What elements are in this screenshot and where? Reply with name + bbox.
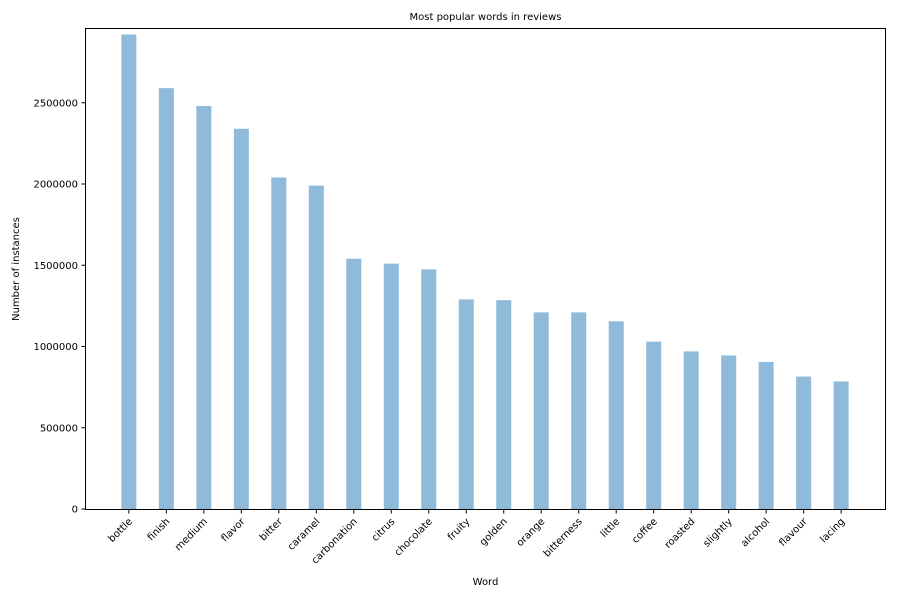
x-tick-label-slightly: slightly bbox=[702, 516, 735, 549]
x-tick-label-golden: golden bbox=[478, 516, 510, 548]
x-tick-label-flavour: flavour bbox=[777, 516, 810, 549]
x-tick-label-bitterness: bitterness bbox=[542, 516, 585, 559]
x-tick-label-finish: finish bbox=[146, 516, 173, 543]
bar-flavor bbox=[233, 128, 249, 509]
bar-citrus bbox=[383, 263, 399, 510]
y-tick-label: 2500000 bbox=[33, 98, 78, 109]
bar-bitter bbox=[271, 177, 287, 509]
y-tick-label: 1000000 bbox=[33, 342, 78, 353]
y-axis-label: Number of instances bbox=[11, 217, 22, 321]
x-tick-label-roasted: roasted bbox=[663, 516, 697, 550]
x-tick-label-lacing: lacing bbox=[818, 516, 847, 545]
y-tick-label: 2000000 bbox=[33, 180, 78, 191]
x-tick-label-caramel: caramel bbox=[286, 516, 322, 552]
x-tick-label-little: little bbox=[599, 516, 623, 540]
x-axis-label: Word bbox=[473, 577, 499, 588]
bar-roasted bbox=[683, 351, 699, 510]
x-tick-label-fruity: fruity bbox=[446, 516, 473, 543]
x-tick-label-chocolate: chocolate bbox=[393, 516, 435, 558]
bar-medium bbox=[196, 106, 212, 509]
bar-carbonation bbox=[346, 258, 362, 509]
bar-golden bbox=[496, 300, 512, 509]
bar-orange bbox=[533, 312, 549, 510]
bar-chocolate bbox=[421, 269, 437, 509]
bar-coffee bbox=[646, 341, 662, 510]
bar-lacing bbox=[833, 381, 849, 509]
x-tick-label-bottle: bottle bbox=[107, 516, 135, 544]
chart-title: Most popular words in reviews bbox=[410, 12, 562, 23]
x-tick-label-flavor: flavor bbox=[219, 516, 248, 545]
x-tick-label-alcohol: alcohol bbox=[739, 516, 772, 549]
y-axis: 0 500000 1000000 1500000 2000000 2500000 bbox=[33, 98, 86, 516]
bar-caramel bbox=[308, 185, 324, 510]
bar-flavour bbox=[796, 376, 812, 509]
x-tick-label-coffee: coffee bbox=[630, 516, 660, 546]
x-tick-label-bitter: bitter bbox=[258, 516, 286, 544]
bar-bottle bbox=[121, 34, 137, 509]
x-tick-label-orange: orange bbox=[515, 516, 548, 549]
plot-frame bbox=[85, 28, 886, 510]
x-tick-label-citrus: citrus bbox=[370, 516, 397, 543]
x-axis: bottle finish medium flavor bitter caramelcar… bbox=[107, 509, 847, 566]
bar-slightly bbox=[721, 355, 737, 509]
bar-finish bbox=[158, 88, 174, 510]
plot-area bbox=[121, 34, 849, 510]
y-tick-label: 500000 bbox=[40, 423, 78, 434]
x-tick-label-medium: medium bbox=[173, 516, 210, 553]
bar-bitterness bbox=[571, 312, 587, 510]
y-tick-label: 1500000 bbox=[33, 261, 78, 272]
bar-little bbox=[608, 321, 624, 509]
bar-fruity bbox=[458, 299, 474, 510]
bar-alcohol bbox=[758, 361, 774, 509]
y-tick-label: 0 bbox=[72, 505, 78, 516]
